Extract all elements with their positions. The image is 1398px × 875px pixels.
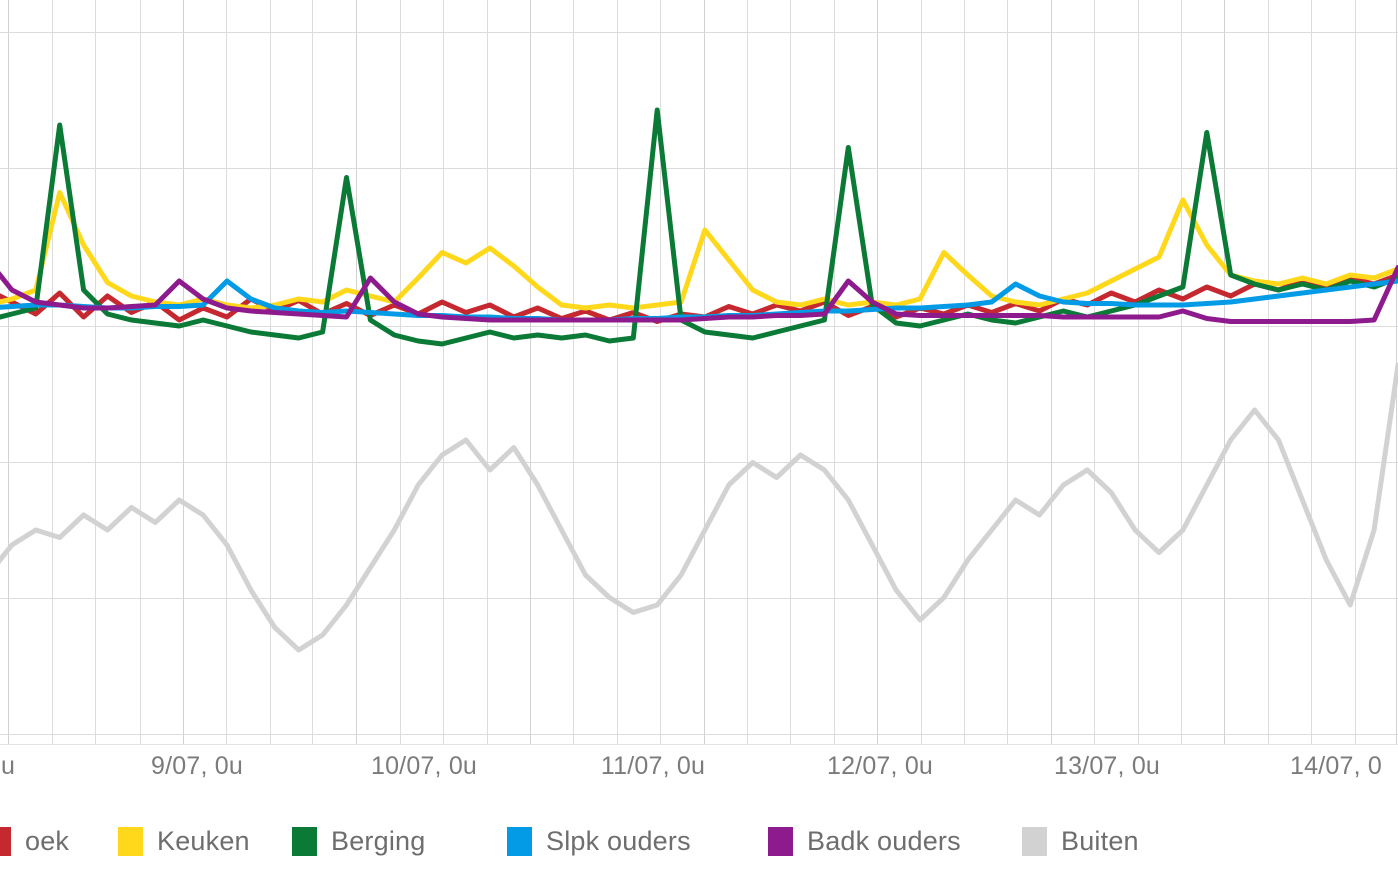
legend-item-label: Badk ouders — [807, 825, 961, 856]
vertical-gridline — [660, 0, 661, 745]
legend-item-berging[interactable]: Berging — [292, 818, 425, 864]
legend-color-swatch-icon — [507, 826, 532, 856]
horizontal-gridline — [0, 462, 1398, 463]
series-line-berging — [0, 107, 1398, 347]
x-axis-tick-label: 13/07, 0u — [1053, 752, 1161, 780]
vertical-gridline — [487, 0, 488, 745]
legend-color-swatch-icon — [292, 826, 317, 856]
legend-item-label: oek — [25, 825, 70, 856]
legend-item-label: Berging — [331, 825, 426, 856]
chart-plot-area[interactable] — [0, 0, 1398, 745]
chart-legend[interactable]: oek Keuken Berging Slpk ouders Badk ouders Bu… — [0, 818, 1398, 864]
vertical-gridline — [1181, 0, 1182, 745]
legend-item-oek[interactable]: oek — [0, 818, 69, 864]
x-axis-tick-label: 12/07, 0u — [826, 752, 934, 780]
chart-gridlines — [0, 0, 1398, 745]
vertical-gridline — [573, 0, 574, 745]
x-axis-line — [0, 744, 1398, 745]
horizontal-gridline — [0, 734, 1398, 735]
x-axis-tick-label: 9/07, 0u — [151, 752, 243, 780]
vertical-gridline — [1007, 0, 1008, 745]
x-axis-tick-label: 11/07, 0u — [600, 752, 706, 780]
series-line-buiten — [0, 362, 1398, 653]
vertical-gridline — [1311, 0, 1312, 745]
vertical-gridline — [52, 0, 53, 745]
vertical-gridline — [8, 0, 9, 745]
vertical-gridline — [400, 0, 401, 745]
vertical-gridline — [1051, 0, 1052, 745]
vertical-gridline — [1094, 0, 1095, 745]
vertical-gridline — [921, 0, 922, 745]
vertical-gridline — [1355, 0, 1356, 745]
vertical-gridline — [617, 0, 618, 745]
vertical-gridline — [1138, 0, 1139, 745]
vertical-gridline — [1224, 0, 1225, 745]
vertical-gridline — [270, 0, 271, 745]
vertical-gridline — [312, 0, 313, 745]
legend-color-swatch-icon — [768, 826, 793, 856]
legend-color-swatch-icon — [0, 826, 11, 856]
legend-item-label: Buiten — [1061, 825, 1139, 856]
vertical-gridline — [226, 0, 227, 745]
x-axis-tick-label: 14/07, 0 — [1290, 752, 1382, 780]
vertical-gridline — [790, 0, 791, 745]
vertical-gridline — [443, 0, 444, 745]
legend-color-swatch-icon — [118, 826, 143, 856]
x-axis-tick-labels: u 9/07, 0u 10/07, 0u 11/07, 0u 12/07, 0u 13/0… — [0, 752, 1398, 792]
vertical-gridline — [747, 0, 748, 745]
legend-color-swatch-icon — [1022, 826, 1047, 856]
vertical-gridline — [964, 0, 965, 745]
horizontal-gridline — [0, 168, 1398, 169]
horizontal-gridline — [0, 598, 1398, 599]
vertical-gridline — [704, 0, 705, 745]
horizontal-gridline — [0, 32, 1398, 33]
chart-data-lines — [0, 107, 1398, 653]
series-line-badk-ouders — [0, 265, 1398, 324]
legend-item-keuken[interactable]: Keuken — [118, 818, 250, 864]
legend-item-label: Slpk ouders — [546, 825, 691, 856]
legend-item-label: Keuken — [157, 825, 250, 856]
legend-item-buiten[interactable]: Buiten — [1022, 818, 1139, 864]
vertical-gridline — [1268, 0, 1269, 745]
vertical-gridline — [183, 0, 184, 745]
vertical-gridline — [877, 0, 878, 745]
x-axis-tick-label: 10/07, 0u — [370, 752, 478, 780]
vertical-gridline — [95, 0, 96, 745]
legend-item-badk-ouders[interactable]: Badk ouders — [768, 818, 961, 864]
vertical-gridline — [834, 0, 835, 745]
x-axis-tick-label: u — [0, 752, 16, 780]
vertical-gridline — [530, 0, 531, 745]
vertical-gridline — [140, 0, 141, 745]
vertical-gridline — [356, 0, 357, 745]
legend-item-slpk-ouders[interactable]: Slpk ouders — [507, 818, 691, 864]
